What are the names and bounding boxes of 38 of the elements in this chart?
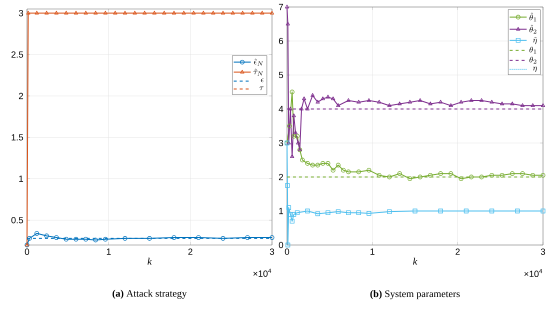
x-tick-label: 3 <box>540 248 546 255</box>
y-tick-label: 1.5 <box>12 134 24 140</box>
y-tick-label: 0 <box>278 242 284 248</box>
y-tick-label: 5 <box>278 72 284 78</box>
x-tick-label: 1 <box>106 248 111 255</box>
x-tick-label: 0 <box>24 248 30 255</box>
x-tick-label: 2 <box>188 248 192 255</box>
legend-label: $\eta$ <box>532 66 537 72</box>
legend-label: $\hat{\eta}$ <box>532 36 537 44</box>
y-tick-label: 4 <box>278 106 284 112</box>
y-tick-label: 2 <box>18 92 24 100</box>
legend-label: $\epsilon$ <box>260 78 264 82</box>
y-tick-label: 2.5 <box>11 51 24 58</box>
legend-label: $\theta_2$ <box>530 56 536 64</box>
y-tick-label: 7 <box>278 4 284 10</box>
x-tick-label: 3 <box>270 248 274 255</box>
legend-label: $\hat{\epsilon}_N$ <box>254 58 264 66</box>
legend-label: $\hat{\tau}_N$ <box>253 68 264 76</box>
y-tick-label: 3 <box>278 140 284 146</box>
y-tick-label: 1 <box>279 208 284 214</box>
x-tick-label: 2 <box>456 248 460 255</box>
x-axis-title: k <box>148 258 152 265</box>
legend-label: $\hat{\theta}_1$ <box>530 12 536 22</box>
y-tick-label: 6 <box>278 38 284 44</box>
text: (b) System parameters <box>370 290 460 300</box>
text: ×10$^{4}$ <box>524 269 542 278</box>
y-tick-label: 3 <box>18 10 24 16</box>
y-tick-label: 0.5 <box>11 216 24 224</box>
x-axis-title: k <box>413 258 418 265</box>
y-tick-label: 1 <box>19 176 24 182</box>
text: ×10$^{4}$ <box>253 268 272 277</box>
x-tick-label: 0 <box>284 248 290 255</box>
legend-label: $\hat{\theta}_2$ <box>530 24 536 34</box>
x-tick-label: 1 <box>370 248 374 255</box>
y-tick-label: 2 <box>278 174 284 180</box>
legend-label: $\tau$ <box>259 86 264 90</box>
legend-label: $\theta_1$ <box>530 46 536 54</box>
text: (a) Attack strategy <box>112 290 187 299</box>
